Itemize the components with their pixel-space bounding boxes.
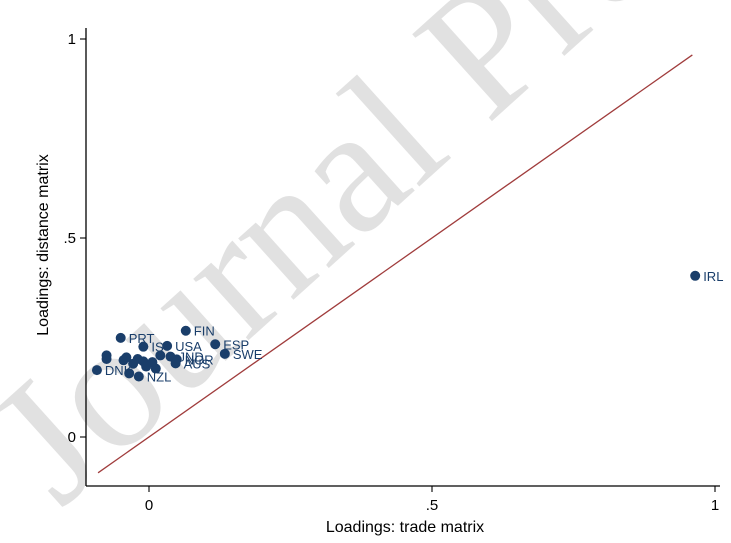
point-can [155, 350, 166, 361]
y-tick-label-1: .5 [63, 230, 76, 247]
point-lux [101, 353, 112, 364]
reference-line [97, 54, 693, 474]
point-dnk [91, 365, 102, 376]
point-fin [180, 325, 191, 336]
point-label-esp: ESP [223, 337, 249, 352]
point-label-nor: NOR [185, 352, 214, 367]
point-label-jnd: JND [179, 350, 204, 365]
point-swe [219, 348, 230, 359]
y-axis-title: Loadings: distance matrix [35, 154, 52, 335]
ticks-layer: 0 .5 1 0 .5 1 [63, 31, 719, 514]
point-label-swe: SWE [233, 347, 263, 362]
point-label-usa: USA [175, 339, 202, 354]
point-bel [128, 358, 139, 369]
point-usa [162, 340, 173, 351]
x-tick-label-1: .5 [426, 497, 439, 514]
point-is [138, 341, 149, 352]
point-label-irl: IRL [703, 269, 723, 284]
x-tick-label-0: 0 [145, 497, 153, 514]
point-label-nzl: NZL [147, 370, 172, 385]
x-tick-label-2: 1 [711, 497, 719, 514]
point-label-prt: PRT [129, 331, 155, 346]
point-aus [170, 358, 181, 369]
point-aut [124, 368, 135, 379]
point-che [141, 361, 152, 372]
point-irl [690, 270, 701, 281]
point-nzl [133, 371, 144, 382]
y-tick-label-2: 1 [68, 31, 76, 48]
point-label-aus: AUS [184, 356, 211, 371]
point-jpn [118, 355, 129, 366]
y-tick-label-0: 0 [68, 429, 76, 446]
x-axis-title: Loadings: trade matrix [326, 519, 484, 536]
point-label-fin: FIN [194, 324, 215, 339]
point-prt [115, 332, 126, 343]
point-grc [150, 363, 161, 374]
point-esp [210, 339, 221, 350]
